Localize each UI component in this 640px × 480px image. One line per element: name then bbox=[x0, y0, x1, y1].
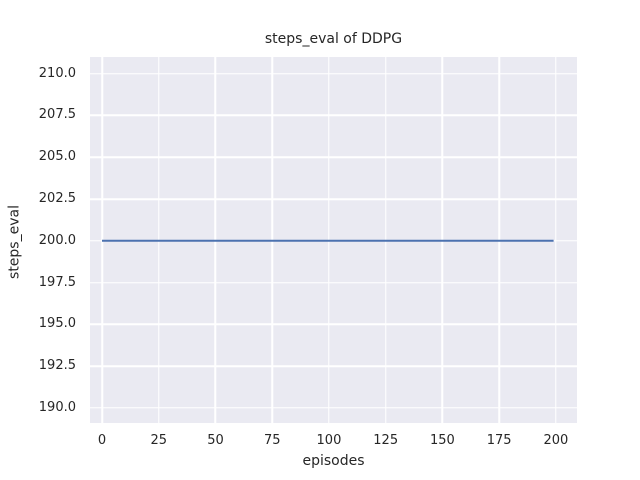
gridline-horizontal bbox=[90, 281, 577, 284]
gridline-horizontal bbox=[90, 72, 577, 75]
gridline-horizontal bbox=[90, 407, 577, 409]
gridline-horizontal bbox=[90, 323, 577, 326]
gridline-vertical bbox=[555, 57, 557, 423]
y-tick-label: 210.0 bbox=[38, 65, 76, 81]
x-tick-label: 100 bbox=[316, 433, 342, 448]
chart-title: steps_eval of DDPG bbox=[264, 31, 403, 47]
x-tick-label: 50 bbox=[207, 433, 224, 448]
x-axis-label: episodes bbox=[302, 453, 365, 469]
y-tick-label: 200.0 bbox=[38, 232, 76, 248]
gridline-horizontal bbox=[90, 365, 577, 367]
x-tick-label: 0 bbox=[97, 433, 107, 448]
y-tick-label: 197.5 bbox=[38, 274, 76, 290]
x-tick-label: 125 bbox=[373, 433, 399, 448]
x-tick-label: 75 bbox=[263, 433, 281, 448]
y-tick-label: 195.0 bbox=[38, 316, 76, 332]
y-tick-label: 207.5 bbox=[38, 107, 76, 123]
x-tick-label: 150 bbox=[430, 433, 455, 448]
gridline-horizontal bbox=[90, 198, 577, 200]
gridline-horizontal bbox=[90, 156, 577, 159]
x-tick-label: 200 bbox=[543, 433, 569, 448]
y-tick-label: 190.0 bbox=[38, 399, 76, 415]
gridline-horizontal bbox=[90, 114, 577, 117]
line-series-layer bbox=[102, 239, 554, 242]
y-tick-label: 192.5 bbox=[38, 358, 76, 374]
y-tick-label: 202.5 bbox=[38, 191, 76, 207]
x-tick-label: 25 bbox=[150, 433, 168, 448]
y-tick-label: 205.0 bbox=[38, 149, 76, 165]
plot-area bbox=[90, 57, 577, 423]
x-tick-label: 175 bbox=[486, 433, 512, 448]
